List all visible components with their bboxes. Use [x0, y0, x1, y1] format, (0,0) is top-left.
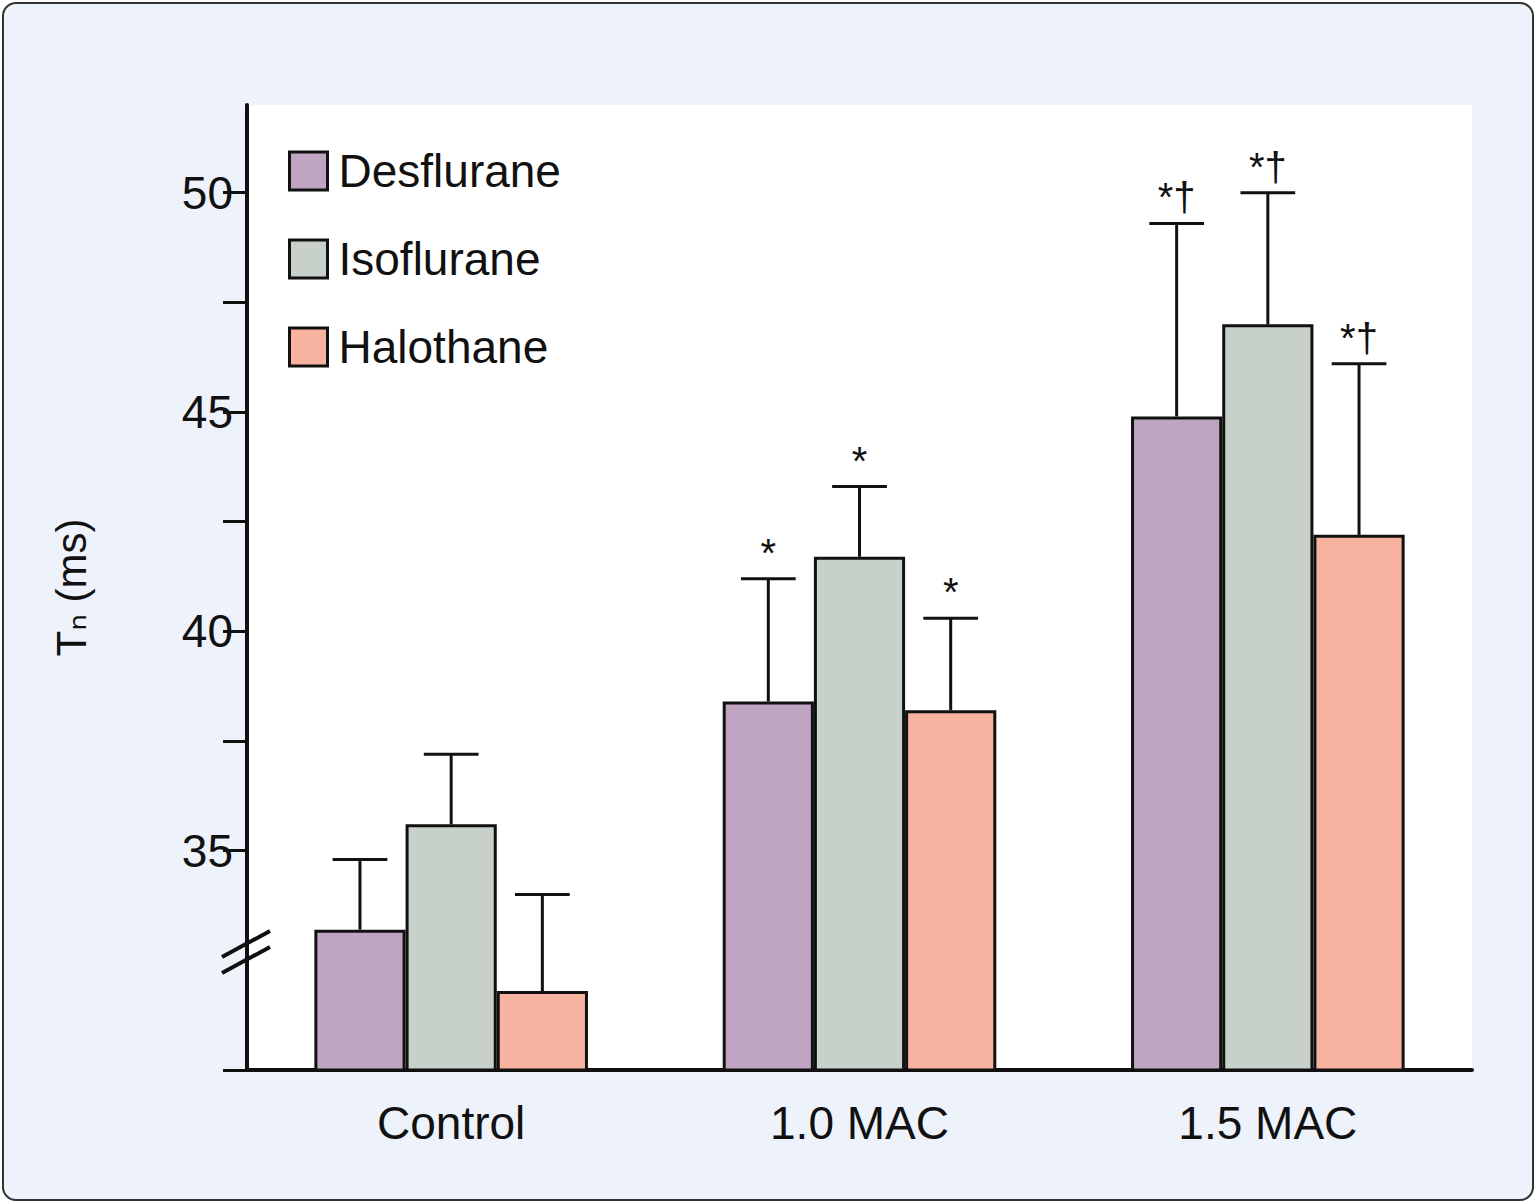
svg-text:*†: *†: [1249, 145, 1287, 189]
svg-text:45: 45: [182, 386, 233, 438]
svg-text:*: *: [852, 439, 868, 483]
svg-text:1.5 MAC: 1.5 MAC: [1178, 1097, 1357, 1149]
svg-text:1.0 MAC: 1.0 MAC: [770, 1097, 949, 1149]
svg-text:35: 35: [182, 825, 233, 877]
svg-text:*†: *†: [1158, 175, 1196, 219]
svg-text:Desflurane: Desflurane: [339, 145, 561, 197]
svg-text:Halothane: Halothane: [339, 321, 549, 373]
svg-text:*: *: [761, 531, 777, 575]
svg-text:Isoflurane: Isoflurane: [339, 233, 541, 285]
svg-text:Control: Control: [377, 1097, 525, 1149]
svg-text:50: 50: [182, 167, 233, 219]
svg-text:Tₙ (ms): Tₙ (ms): [48, 518, 95, 656]
svg-text:*†: *†: [1340, 316, 1378, 360]
svg-text:40: 40: [182, 605, 233, 657]
svg-text:*: *: [943, 570, 959, 614]
